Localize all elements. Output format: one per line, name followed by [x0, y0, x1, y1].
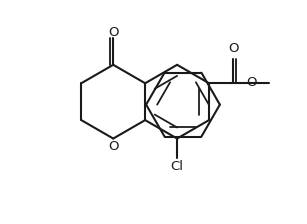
Text: O: O: [246, 76, 256, 89]
Text: O: O: [108, 140, 119, 153]
Text: Cl: Cl: [171, 160, 184, 173]
Text: O: O: [228, 42, 239, 55]
Text: O: O: [108, 26, 119, 39]
